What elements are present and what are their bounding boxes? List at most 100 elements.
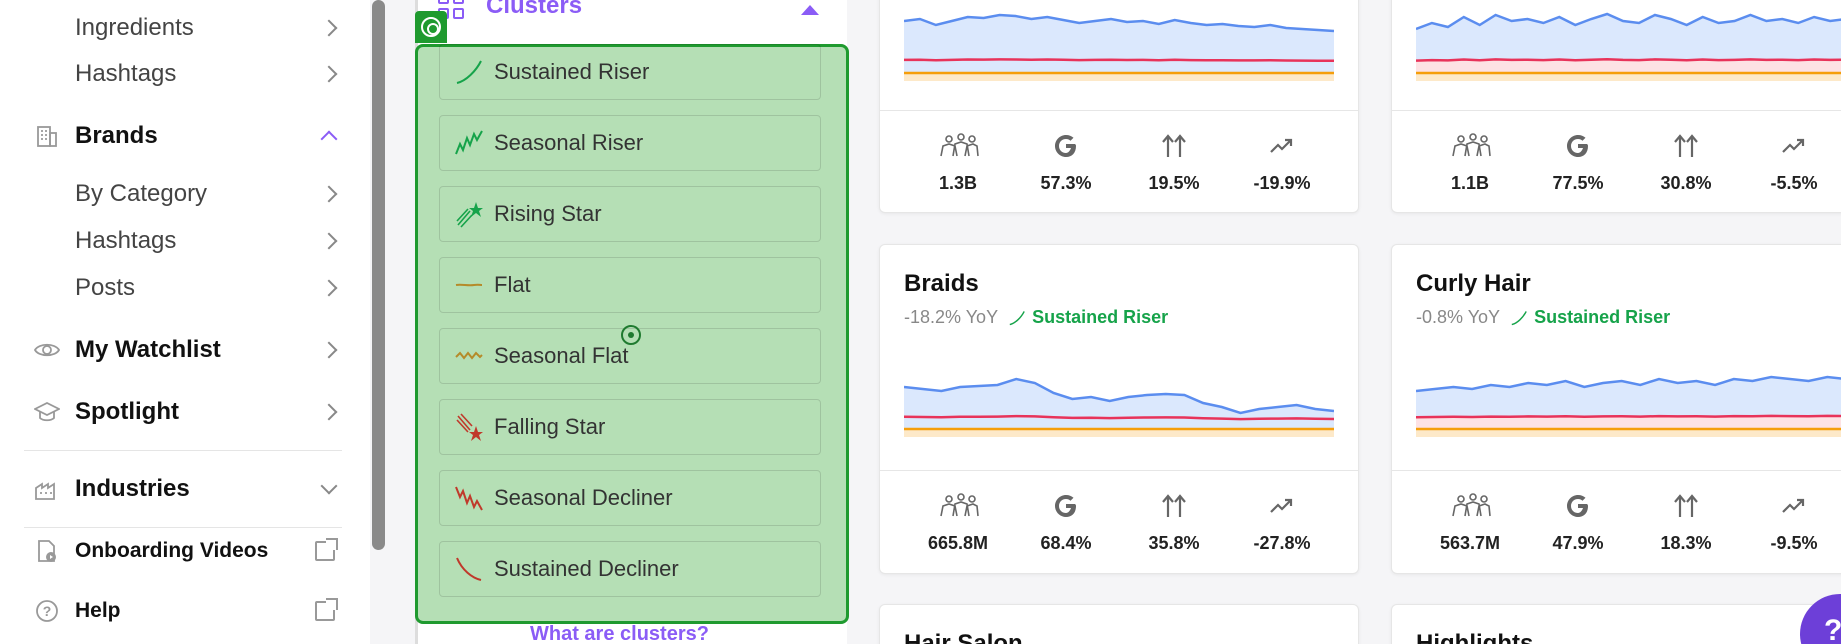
trend-card[interactable]: Highlights (1391, 604, 1841, 644)
sustained-riser-icon (1511, 310, 1527, 325)
growth-arrows-icon (1160, 131, 1188, 161)
sidebar-item-label: Brands (75, 122, 158, 149)
help-chat-button[interactable]: ? (1800, 594, 1841, 644)
sidebar-divider (24, 527, 342, 528)
chevron-right-icon (320, 341, 338, 359)
trend-card[interactable]: Hair Salon (879, 604, 1359, 644)
google-icon (1565, 491, 1591, 521)
google-icon (1053, 491, 1079, 521)
sidebar-item-brand-hashtags[interactable]: Hashtags (75, 225, 338, 257)
cluster-option-label: Sustained Riser (494, 59, 650, 84)
crowd-icon (1449, 491, 1491, 521)
metric-value: 563.7M (1439, 533, 1501, 553)
orange-area-fill (1416, 73, 1841, 81)
cluster-option-label: Rising Star (494, 201, 602, 226)
chevron-right-icon (320, 185, 338, 203)
metric: 47.9% (1524, 471, 1632, 573)
what-are-clusters-link[interactable]: What are clusters? (530, 623, 709, 644)
series-line-red (1416, 414, 1841, 419)
metric-value: 30.8% (1660, 173, 1712, 193)
trend-sparkline (1416, 12, 1841, 81)
cluster-option-rising-star[interactable]: Rising Star (439, 186, 821, 242)
cluster-option-flat[interactable]: Flat (439, 257, 821, 313)
orange-area-fill (1416, 429, 1841, 437)
chevron-down-icon (320, 477, 338, 495)
seasonal-flat-icon (455, 351, 483, 360)
sidebar-item-label: By Category (75, 180, 208, 207)
trend-sparkline (904, 377, 1334, 437)
sidebar-item-spotlight[interactable]: Spotlight (30, 395, 338, 429)
crowd-icon (1449, 131, 1491, 161)
sidebar-item-hashtags[interactable]: Hashtags (75, 58, 338, 90)
yoy-change: -18.2% YoY (904, 307, 999, 327)
card-title: Braids (904, 270, 979, 297)
eye-icon (30, 336, 64, 364)
sidebar-item-posts[interactable]: Posts (75, 272, 338, 304)
crowd-icon (937, 491, 979, 521)
metric-value: 68.4% (1040, 533, 1092, 553)
sidebar-item-label: Posts (75, 274, 136, 301)
growth-arrows-icon (1672, 131, 1700, 161)
trend-up-icon (1269, 491, 1295, 521)
sidebar-item-help[interactable]: ? Help (30, 595, 338, 627)
cluster-option-falling-star[interactable]: Falling Star (439, 399, 821, 455)
metric-value: 1.1B (1450, 173, 1490, 193)
metric-value: -9.5% (1770, 533, 1818, 553)
metric: -19.9% (1228, 111, 1336, 212)
sidebar-item-brands[interactable]: Brands (30, 119, 338, 153)
metric-value: -5.5% (1770, 173, 1818, 193)
sidebar-divider (24, 450, 342, 451)
metric: 19.5% (1120, 111, 1228, 212)
sidebar-item-label: Industries (75, 475, 190, 502)
sidebar-item-industries[interactable]: Industries (30, 472, 338, 506)
sidebar-item-ingredients[interactable]: Ingredients (75, 12, 338, 44)
sidebar-item-watchlist[interactable]: My Watchlist (30, 333, 338, 367)
trend-card[interactable]: Curly Hair -0.8% YoY Sustained Riser 563.7M… (1391, 244, 1841, 574)
caret-up-icon[interactable] (801, 5, 819, 15)
chevron-right-icon (320, 65, 338, 83)
trend-up-icon (1269, 131, 1295, 161)
cluster-header[interactable]: Clusters (438, 0, 582, 20)
trend-card[interactable]: 1.3B 57.3% 19.5% -19.9% (879, 0, 1359, 213)
metric: 57.3% (1012, 111, 1120, 212)
sidebar-item-onboarding-videos[interactable]: Onboarding Videos (30, 535, 338, 567)
video-file-icon (30, 537, 64, 565)
series-line-red (904, 414, 1334, 421)
growth-arrows-icon (1160, 491, 1188, 521)
metric: 1.3B (904, 111, 1012, 212)
trend-up-icon (1781, 491, 1807, 521)
metric: 35.8% (1120, 471, 1228, 573)
trend-sparkline (904, 13, 1334, 81)
cluster-option-sustained-riser[interactable]: Sustained Riser (439, 44, 821, 100)
cluster-option-seasonal-decliner[interactable]: Seasonal Decliner (439, 470, 821, 526)
sustained-riser-icon (1009, 310, 1025, 325)
metric: 30.8% (1632, 111, 1740, 212)
google-icon (1053, 131, 1079, 161)
chevron-right-icon (320, 279, 338, 297)
chevron-right-icon (320, 232, 338, 250)
orange-area-fill (904, 73, 1334, 81)
metric: -5.5% (1740, 111, 1841, 212)
metric: 563.7M (1416, 471, 1524, 573)
card-metrics: 1.3B 57.3% 19.5% -19.9% (880, 110, 1358, 212)
metric-value: 77.5% (1552, 173, 1604, 193)
sidebar-item-by-category[interactable]: By Category (75, 178, 338, 210)
cluster-option-label: Seasonal Riser (494, 130, 644, 155)
series-line-red (904, 58, 1334, 63)
card-metrics: 1.1B 77.5% 30.8% -5.5% (1392, 110, 1841, 212)
graduation-cap-icon (30, 398, 64, 426)
series-line-blue (1416, 375, 1841, 393)
card-metrics: 563.7M 47.9% 18.3% -9.5% (1392, 470, 1841, 573)
cluster-option-sustained-decliner[interactable]: Sustained Decliner (439, 541, 821, 597)
cluster-option-seasonal-riser[interactable]: Seasonal Riser (439, 115, 821, 171)
metric: -27.8% (1228, 471, 1336, 573)
metric-value: 35.8% (1148, 533, 1200, 553)
sidebar-scrollbar[interactable] (372, 0, 385, 550)
trend-card[interactable]: 1.1B 77.5% 30.8% -5.5% (1391, 0, 1841, 213)
metric-value: 47.9% (1552, 533, 1604, 553)
trend-card[interactable]: Braids -18.2% YoY Sustained Riser 665.8M 68.… (879, 244, 1359, 574)
series-line-blue (904, 13, 1334, 33)
orange-area-fill (904, 429, 1334, 437)
series-line-blue (904, 377, 1334, 415)
